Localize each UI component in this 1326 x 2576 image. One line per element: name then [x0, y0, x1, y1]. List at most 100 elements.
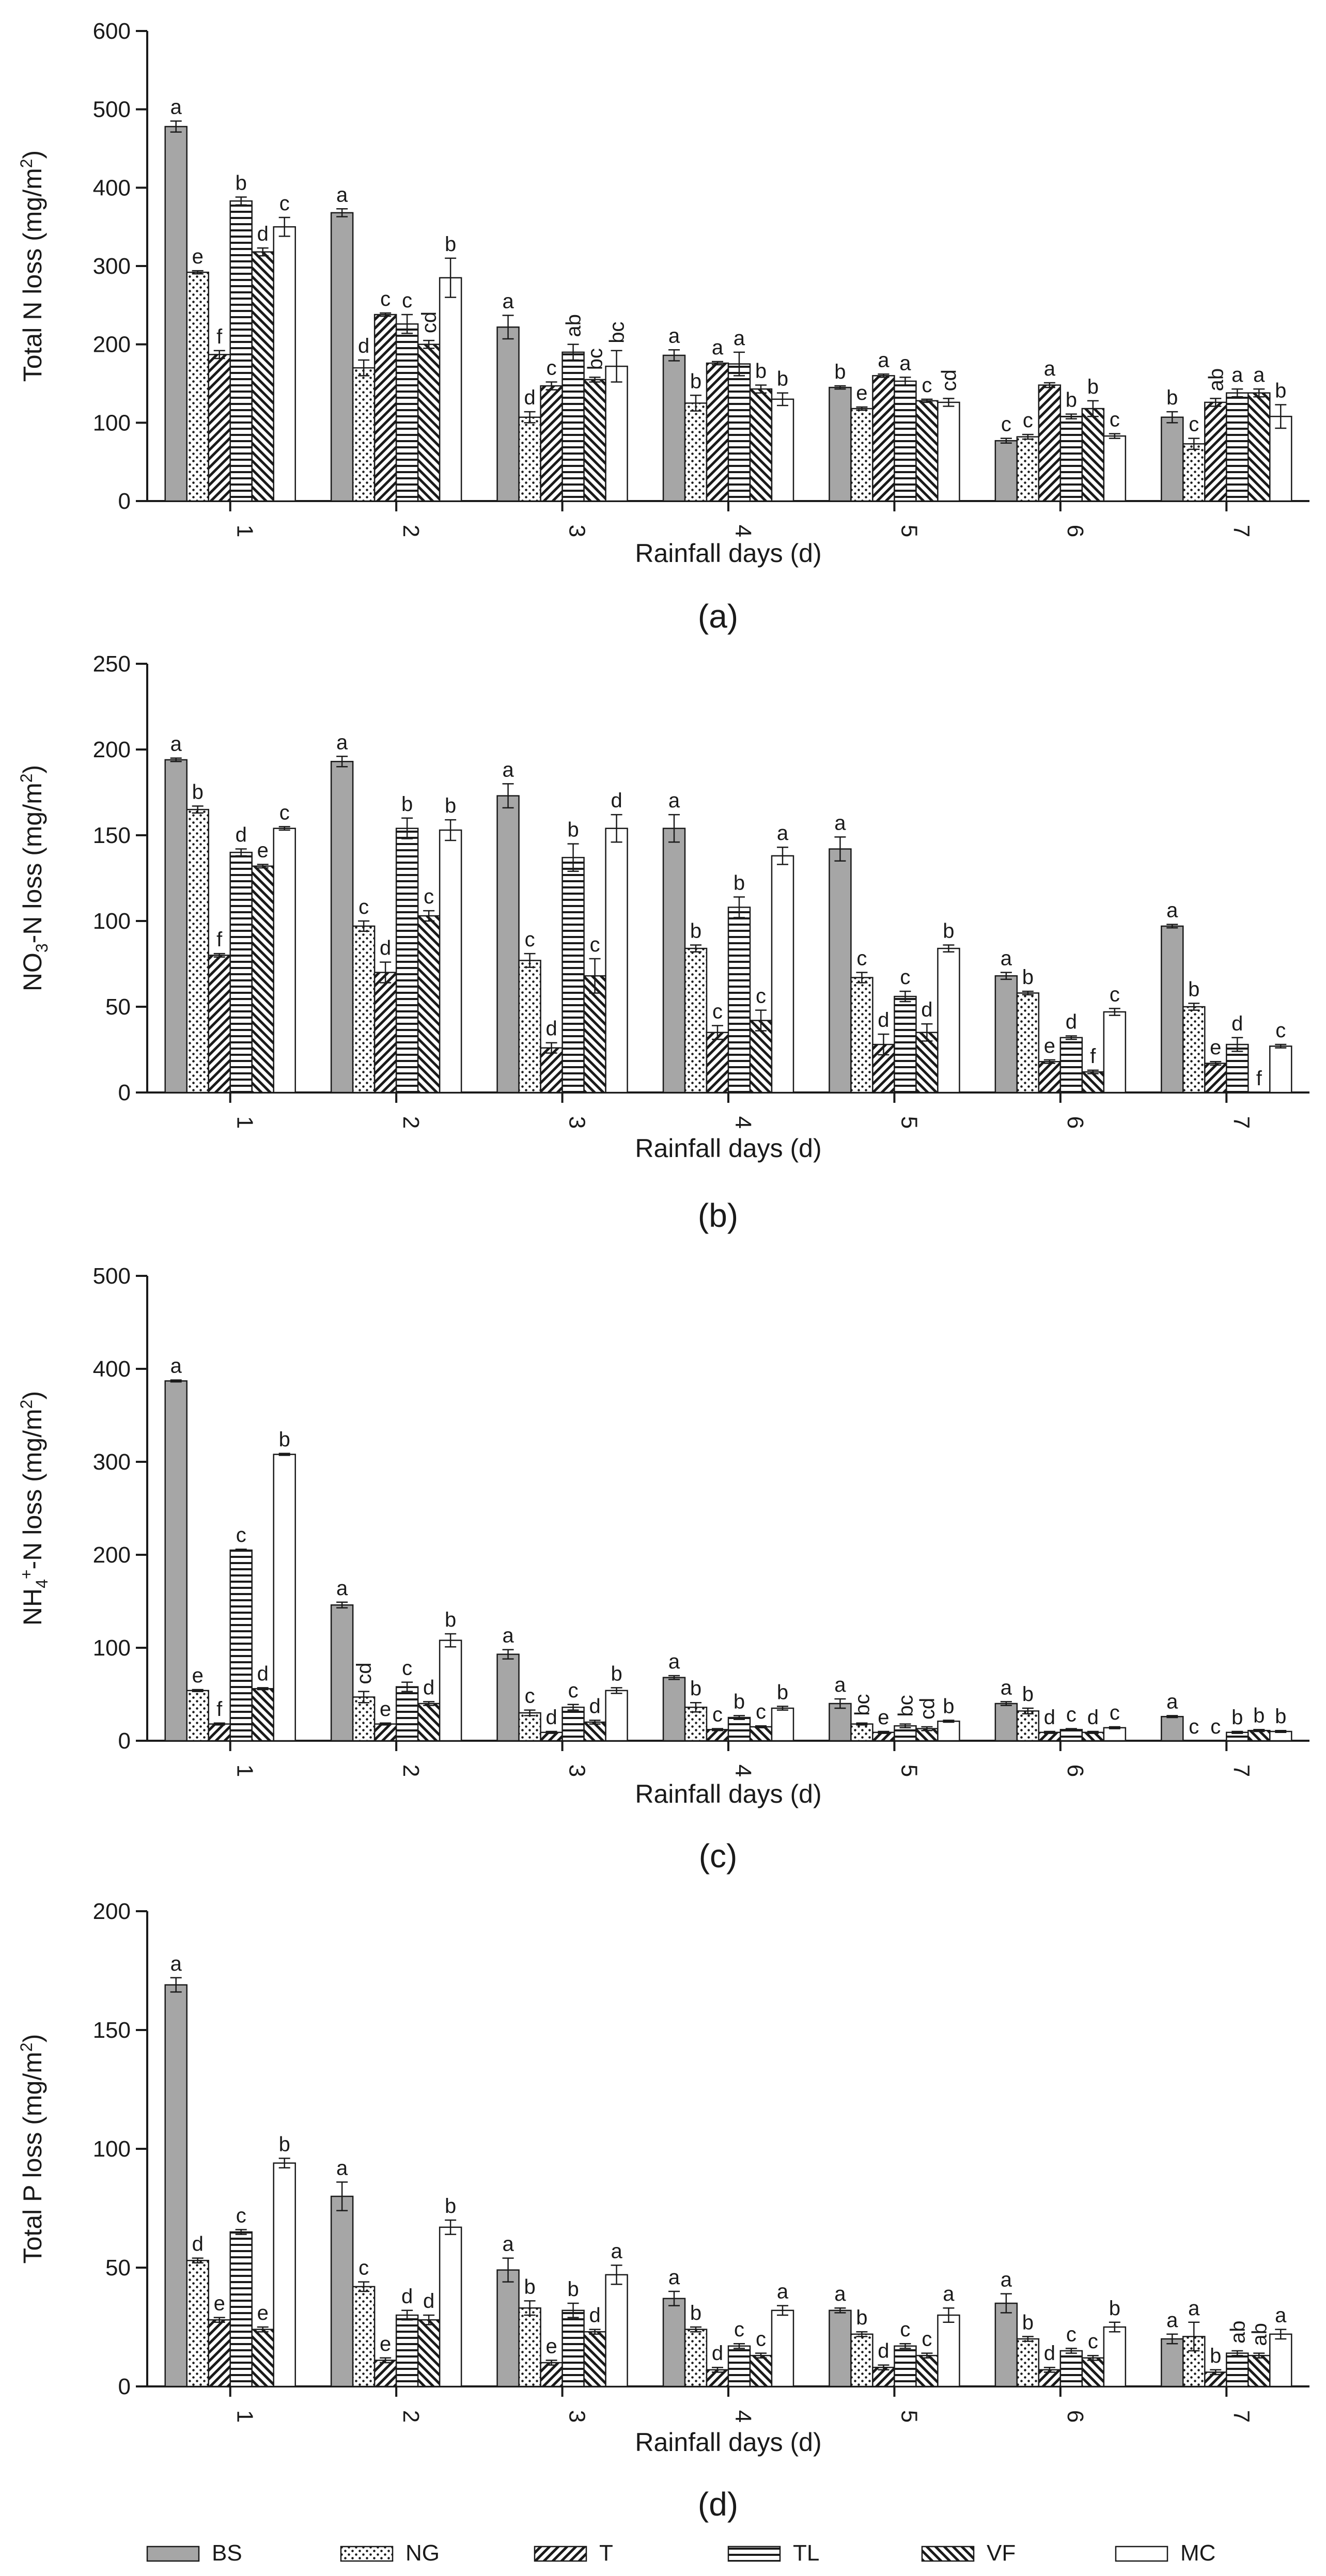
bar-t	[540, 2362, 563, 2387]
x-tick-label: 1	[232, 525, 258, 537]
significance-letter: c	[1189, 1715, 1199, 1738]
x-tick-label: 3	[565, 2410, 590, 2423]
bar-mc	[605, 365, 628, 502]
significance-letter: b	[1066, 389, 1077, 412]
significance-letter: c	[380, 288, 391, 310]
significance-letter: c	[568, 1679, 579, 1702]
bar-mc	[1103, 1011, 1127, 1094]
bar-vf	[251, 251, 274, 502]
bar-mc	[937, 947, 960, 1094]
bar-bs	[662, 354, 686, 502]
significance-letter: c	[590, 933, 600, 956]
significance-letter: c	[236, 2204, 246, 2227]
significance-letter: a	[1044, 357, 1056, 380]
significance-letter: c	[922, 374, 932, 397]
bar-ng	[1182, 1006, 1206, 1094]
significance-letter: a	[502, 290, 514, 313]
bar-vf	[915, 400, 939, 502]
bar-tl	[1226, 392, 1249, 502]
significance-letter: a	[1001, 2269, 1012, 2291]
bar-ng	[186, 808, 209, 1094]
significance-letter: b	[1109, 2297, 1120, 2320]
bar-tl	[727, 1716, 751, 1742]
bar-mc	[1103, 1727, 1127, 1742]
bar-mc	[1269, 1045, 1292, 1094]
significance-letter: cd	[353, 1662, 376, 1684]
x-tick-label: 5	[896, 1765, 922, 1777]
bar-bs	[496, 1653, 520, 1742]
bar-tl	[1226, 1043, 1249, 1094]
significance-letter: f	[1256, 1067, 1262, 1090]
significance-letter: d	[423, 1676, 434, 1699]
bar-t	[706, 362, 729, 502]
legend-label-ng: NG	[405, 2540, 440, 2566]
bar-ng	[684, 947, 708, 1094]
y-tick-label: 150	[93, 823, 131, 848]
bar-bs	[994, 975, 1018, 1094]
x-axis-title: Rainfall days (d)	[635, 539, 821, 568]
significance-letter: a	[1188, 2297, 1200, 2320]
significance-letter: a	[834, 2283, 846, 2305]
significance-letter: d	[192, 2233, 204, 2256]
bar-tl	[1226, 2352, 1249, 2387]
bar-vf	[1247, 2354, 1271, 2387]
x-tick-label: 5	[896, 2410, 922, 2423]
significance-letter: a	[1253, 364, 1265, 386]
significance-letter: d	[1044, 1706, 1055, 1729]
bar-ng	[186, 271, 209, 502]
bar-vf	[583, 1721, 606, 1742]
bar-tl	[561, 351, 585, 502]
bar-tl	[229, 851, 253, 1094]
significance-letter: a	[878, 349, 890, 371]
significance-letter: e	[257, 839, 269, 862]
bar-ng	[1016, 2338, 1040, 2387]
significance-letter: b	[445, 794, 456, 817]
legend-swatch-ng	[340, 2546, 394, 2562]
significance-letter: cd	[938, 369, 960, 391]
significance-letter: a	[943, 2283, 955, 2305]
significance-letter: a	[502, 1625, 514, 1647]
significance-letter: d	[1087, 1706, 1099, 1729]
significance-letter: b	[690, 919, 701, 942]
bar-vf	[749, 1020, 773, 1094]
bar-ng	[850, 977, 873, 1094]
significance-letter: d	[589, 1695, 600, 1718]
y-tick-label: 0	[118, 1728, 131, 1754]
significance-letter: c	[1110, 1701, 1120, 1724]
bar-mc	[937, 1720, 960, 1742]
y-tick-label: 400	[93, 175, 131, 200]
significance-letter: c	[1110, 409, 1120, 431]
significance-letter: f	[216, 1698, 223, 1721]
bar-bs	[1161, 1715, 1184, 1742]
panel-label: (a)	[698, 598, 738, 635]
bar-mc	[937, 401, 960, 502]
x-tick-label: 4	[730, 525, 756, 537]
y-tick-label: 500	[93, 97, 131, 122]
significance-letter: c	[358, 2257, 369, 2280]
bar-t	[373, 314, 397, 502]
significance-letter: e	[1044, 1035, 1055, 1057]
significance-letter: b	[690, 2302, 701, 2324]
panel-label: (c)	[699, 1837, 738, 1875]
significance-letter: b	[401, 793, 413, 816]
significance-letter: c	[1066, 1704, 1077, 1726]
significance-letter: ab	[563, 314, 585, 337]
significance-letter: b	[445, 2195, 456, 2218]
significance-letter: cd	[916, 1698, 939, 1720]
legend: BS NG T TL VF MC	[146, 2540, 1215, 2566]
bar-bs	[330, 2195, 354, 2387]
significance-letter: a	[1001, 1676, 1012, 1699]
bar-vf	[583, 379, 606, 502]
significance-letter: b	[755, 360, 767, 383]
significance-letter: a	[668, 324, 680, 347]
bar-bs	[994, 2302, 1018, 2387]
bar-t	[208, 2319, 231, 2387]
bar-ng	[850, 408, 873, 502]
bar-mc	[273, 2162, 296, 2387]
y-tick-label: 50	[105, 2255, 131, 2281]
significance-letter: e	[380, 2333, 391, 2355]
significance-letter: c	[1210, 1715, 1221, 1738]
y-tick-label: 100	[93, 410, 131, 435]
bar-mc	[273, 828, 296, 1094]
